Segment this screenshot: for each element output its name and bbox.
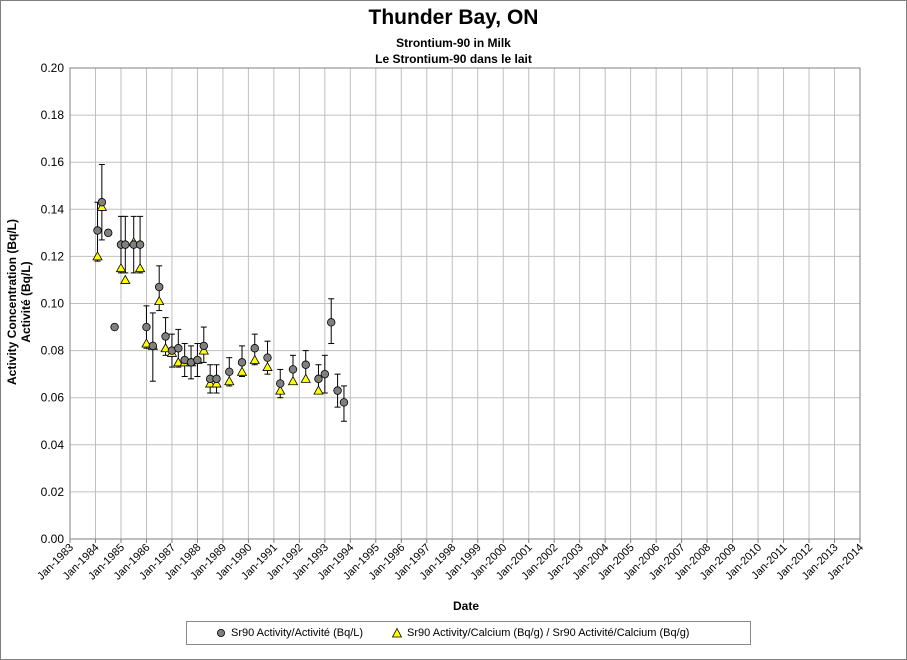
chart-subtitle-french: Le Strontium-90 dans le lait (375, 52, 532, 66)
legend-item-calcium: Sr90 Activity/Calcium (Bq/g) / Sr90 Acti… (391, 627, 689, 639)
activity-point (193, 355, 202, 365)
series-activity-markers (93, 198, 349, 407)
calcium-point (275, 385, 286, 395)
triangle-marker-icon (391, 627, 403, 638)
y-axis-label-french: Activité (Bq/L) (19, 261, 33, 342)
circle-marker-icon (217, 629, 225, 637)
y-tick-label: 0.14 (41, 202, 65, 216)
calcium-point (154, 295, 165, 306)
legend-item-activity: Sr90 Activity/Activité (Bq/L) (215, 627, 363, 639)
activity-point (199, 341, 208, 351)
y-tick-label: 0.10 (41, 297, 65, 311)
y-axis-label-english: Activity Concentration (Bq/L) (5, 219, 19, 385)
calcium-point (287, 375, 299, 386)
y-tick-label: 0.20 (41, 61, 65, 75)
calcium-point (92, 251, 103, 261)
chart-title: Thunder Bay, ON (368, 6, 539, 29)
activity-point (97, 198, 107, 207)
activity-point (154, 282, 164, 292)
y-tick-label: 0.16 (41, 155, 65, 169)
y-tick-label: 0.00 (41, 532, 65, 546)
calcium-point (236, 366, 248, 376)
calcium-point (204, 378, 216, 388)
y-tick-label: 0.06 (41, 391, 65, 405)
y-tick-label: 0.04 (41, 438, 65, 452)
y-tick-label: 0.02 (41, 485, 65, 499)
legend: Sr90 Activity/Activité (Bq/L) Sr90 Activ… (186, 621, 751, 645)
y-tick-label: 0.18 (41, 108, 65, 122)
activity-point (288, 365, 298, 374)
calcium-point (141, 338, 152, 348)
x-axis-label: Date (453, 599, 479, 613)
plot-area: 0.00 0.02 0.04 0.06 0.08 0.10 0.12 0.14 0.16 0.18… (5, 61, 866, 613)
activity-point (301, 360, 310, 369)
calcium-point (249, 354, 260, 364)
activity-point (339, 398, 349, 407)
calcium-point (313, 385, 324, 395)
activity-point (135, 240, 145, 249)
activity-point (320, 369, 330, 379)
activity-point (148, 341, 158, 351)
calcium-point (262, 361, 273, 371)
series-calcium-markers (92, 201, 324, 395)
calcium-point (160, 342, 171, 353)
calcium-point (120, 274, 131, 284)
calcium-point (211, 378, 222, 388)
activity-point (276, 379, 285, 388)
activity-point (142, 322, 151, 332)
plot-border (69, 67, 861, 540)
gridlines (69, 67, 861, 540)
calcium-point (198, 345, 209, 355)
activity-point (263, 353, 272, 362)
calcium-point (173, 357, 184, 367)
legend-label-activity: Sr90 Activity/Activité (Bq/L) (231, 627, 364, 639)
activity-point (237, 358, 247, 367)
activity-point (104, 228, 113, 238)
calcium-point (300, 373, 311, 383)
activity-point (333, 386, 342, 395)
activity-point (121, 240, 130, 249)
activity-point (174, 344, 183, 353)
activity-point (110, 322, 119, 332)
activity-point (212, 374, 221, 384)
activity-point (161, 332, 170, 341)
chart-subtitle-english: Strontium-90 in Milk (396, 36, 511, 50)
y-axis-ticks: 0.00 0.02 0.04 0.06 0.08 0.10 0.12 0.14 0.16 0.18… (41, 61, 65, 546)
activity-point (327, 318, 336, 327)
x-axis-ticks: Jan-1983Jan-1984Jan-1985Jan-1986Jan-1987… (35, 539, 866, 583)
calcium-point (115, 262, 127, 273)
y-tick-label: 0.08 (41, 344, 65, 358)
activity-point (225, 367, 234, 376)
y-tick-label: 0.12 (41, 249, 65, 263)
activity-point (250, 344, 259, 353)
calcium-point (96, 201, 108, 211)
activity-point (314, 374, 323, 384)
calcium-point (134, 262, 146, 273)
legend-label-calcium: Sr90 Activity/Calcium (Bq/g) / Sr90 Acti… (407, 627, 690, 639)
activity-point (93, 226, 102, 235)
calcium-point (224, 375, 235, 386)
